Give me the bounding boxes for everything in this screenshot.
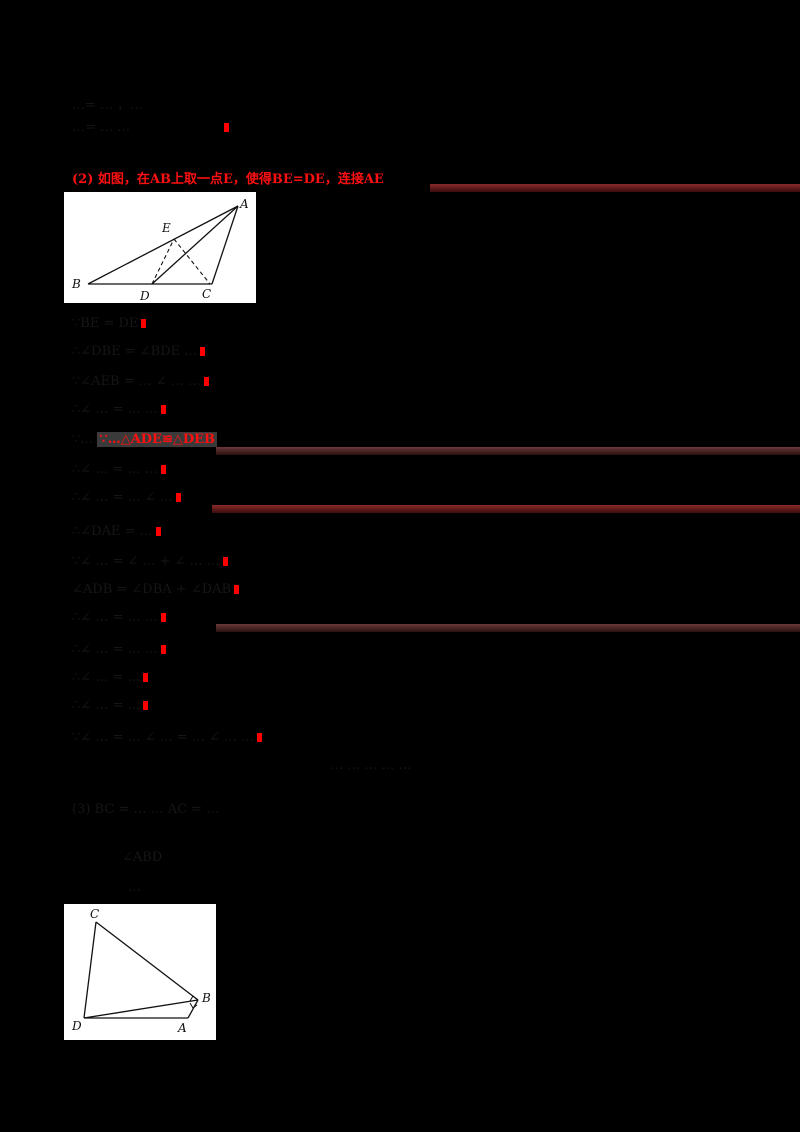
red-marker [234, 585, 240, 594]
red-marker [143, 673, 149, 682]
trailing-text: … … … … … [330, 758, 412, 773]
intro-text: …= … … [72, 120, 131, 135]
solution-line: ∴∠ … = … [72, 668, 149, 688]
red-marker [160, 613, 166, 622]
part3-sub-text: ∠ABD [122, 850, 163, 865]
intro-line-1: …= … ，… [72, 96, 143, 116]
solution-line: ∴∠ … = … … [72, 640, 166, 660]
solution-text: ∵∠ … = … ∠ … = … ∠ … … [72, 730, 255, 745]
intro-text: …= … ，… [72, 98, 144, 113]
solution-line: ∴∠ … = … ∠ … [72, 488, 181, 508]
red-marker [160, 465, 166, 474]
part3-sub-text: … [128, 880, 141, 895]
red-marker [222, 557, 228, 566]
red-rule [216, 447, 800, 455]
label-d: D [71, 1019, 82, 1033]
solution-text: ∵∠AEB = … ∠ … … [72, 374, 202, 389]
part2-heading: (2) 如图，在AB上取一点E，使得BE=DE，连接AE [72, 170, 384, 190]
quadrilateral-diagram: C B D A [71, 907, 211, 1035]
solution-line: ∵BE = DE [72, 314, 147, 334]
red-marker [224, 123, 230, 132]
red-marker [160, 405, 166, 414]
red-rule [212, 505, 800, 513]
red-rule [216, 624, 800, 632]
solution-line: ∴∠ … = … … [72, 608, 166, 628]
figure-triangle-abc: A E B D C [64, 192, 256, 303]
solution-text: ∴∠ … = … … [72, 642, 158, 657]
red-marker [160, 645, 166, 654]
label-b: B [201, 991, 211, 1005]
part2-heading-text: (2) 如图，在AB上取一点E，使得BE=DE，连接AE [72, 172, 384, 187]
red-marker [143, 701, 149, 710]
label-c: C [202, 287, 211, 301]
solution-line: ∴∠DAE = … [72, 522, 161, 542]
red-marker [155, 527, 161, 536]
solution-text: ∴∠DAE = … [72, 524, 153, 539]
label-e: E [161, 221, 171, 235]
solution-text: ∴∠ … = … … [72, 610, 158, 625]
solution-line: ∴∠ … = … … [72, 460, 166, 480]
solution-text: ∴∠ … = … [72, 670, 141, 685]
solution-text: ∴∠ … = … [72, 698, 141, 713]
solution-text: ∴∠ … = … … [72, 462, 158, 477]
red-marker [175, 493, 181, 502]
solution-text: ∴∠ … = … ∠ … [72, 490, 173, 505]
solution-text-prefix: ∵… [72, 432, 94, 447]
solution-line-highlighted: ∵… ∵…△ADE≌△DEB [72, 430, 218, 450]
red-marker [141, 319, 147, 328]
solution-line: ∵∠ … = … ∠ … = … ∠ … … [72, 728, 263, 748]
red-rule [430, 184, 800, 192]
solution-text: ∵BE = DE [72, 316, 139, 331]
solution-text: ∴∠DBE = ∠BDE … [72, 344, 198, 359]
red-marker [204, 377, 210, 386]
intro-line-2: …= … … [72, 118, 230, 138]
solution-text: ∠ADB = ∠DBA + ∠DAB [72, 582, 232, 597]
solution-line: ∵∠ … = ∠ … + ∠ … … [72, 552, 228, 572]
label-a: A [239, 197, 249, 211]
solution-line: ∠ADB = ∠DBA + ∠DAB [72, 580, 240, 600]
red-marker [200, 347, 206, 356]
figure-quadrilateral-abcd: C B D A [64, 904, 216, 1040]
label-c: C [90, 907, 99, 921]
red-marker [257, 733, 263, 742]
triangle-diagram: A E B D C [71, 197, 249, 303]
part3-text: (3) BC = … … AC = … [72, 802, 220, 817]
part3-line: (3) BC = … … AC = … [72, 800, 219, 820]
part3-sub-line: ∠ABD [122, 848, 162, 868]
solution-line: ∴∠DBE = ∠BDE … [72, 342, 206, 362]
label-b: B [71, 277, 81, 291]
label-a: A [177, 1021, 187, 1035]
trailing-line: … … … … … [330, 756, 412, 776]
solution-line: ∴∠ … = … … [72, 400, 166, 420]
solution-text: ∴∠ … = … … [72, 402, 158, 417]
label-d: D [139, 289, 150, 303]
solution-line: ∴∠ … = … [72, 696, 149, 716]
solution-text: ∵∠ … = ∠ … + ∠ … … [72, 554, 220, 569]
part3-sub-line: … [128, 878, 141, 898]
highlighted-text: ∵…△ADE≌△DEB [97, 432, 218, 447]
solution-line: ∵∠AEB = … ∠ … … [72, 372, 210, 392]
